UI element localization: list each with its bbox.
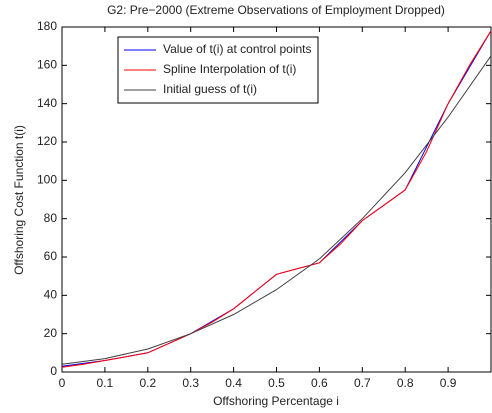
x-tick-label: 0 bbox=[59, 376, 66, 390]
x-axis-label: Offshoring Percentage i bbox=[213, 394, 339, 408]
x-tick-label: 0.4 bbox=[225, 376, 242, 390]
y-tick-label: 0 bbox=[50, 364, 57, 378]
y-tick-label: 100 bbox=[37, 173, 57, 187]
y-tick-label: 160 bbox=[37, 58, 57, 72]
x-tick-label: 0.2 bbox=[139, 376, 156, 390]
x-tick-label: 0.1 bbox=[97, 376, 114, 390]
y-tick-label: 180 bbox=[37, 19, 57, 33]
y-tick-label: 120 bbox=[37, 134, 57, 148]
y-tick-label: 80 bbox=[44, 211, 58, 225]
legend-label: Spline Interpolation of t(i) bbox=[163, 62, 296, 76]
x-tick-label: 0.3 bbox=[182, 376, 199, 390]
x-tick-label: 0.9 bbox=[440, 376, 457, 390]
y-tick-label: 60 bbox=[44, 249, 58, 263]
x-tick-label: 0.5 bbox=[268, 376, 285, 390]
legend-label: Value of t(i) at control points bbox=[163, 42, 312, 56]
y-tick-label: 140 bbox=[37, 96, 57, 110]
series-line bbox=[61, 30, 492, 368]
x-tick-label: 0.8 bbox=[397, 376, 414, 390]
chart-title: G2: Pre−2000 (Extreme Observations of Em… bbox=[107, 3, 445, 17]
y-axis-label: Offshoring Cost Function t(i) bbox=[12, 125, 26, 275]
y-tick-label: 20 bbox=[44, 326, 58, 340]
x-tick-label: 0.6 bbox=[311, 376, 328, 390]
x-tick-label: 0.7 bbox=[354, 376, 371, 390]
series-line bbox=[61, 55, 492, 365]
y-tick-label: 40 bbox=[44, 288, 58, 302]
legend-label: Initial guess of t(i) bbox=[163, 82, 257, 96]
